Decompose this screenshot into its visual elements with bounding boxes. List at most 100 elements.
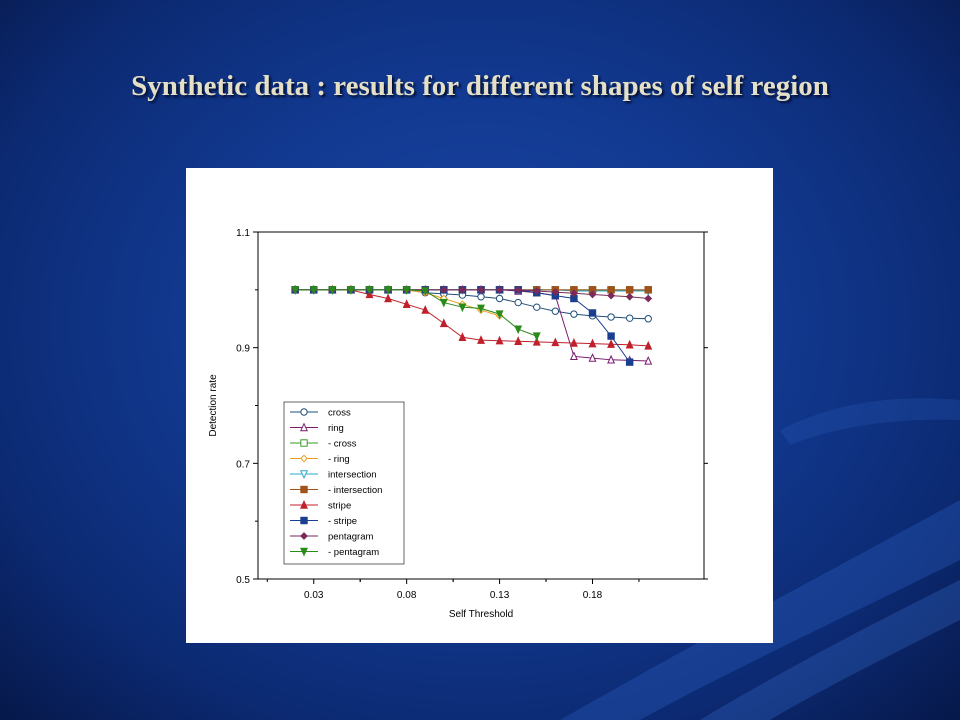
data-point (569, 351, 578, 361)
data-point (625, 292, 634, 301)
data-point (625, 286, 634, 294)
legend-marker (300, 439, 308, 447)
legend-entry: cross (290, 408, 351, 419)
data-point (607, 291, 615, 300)
x-tick-label: 0.18 (583, 590, 603, 601)
data-point (384, 286, 393, 295)
line-chart: 0.5 0.7 0.9 1.1 0.03 0.08 0.13 0.18 Self Thresho… (208, 228, 708, 620)
data-point (514, 336, 523, 346)
data-point (421, 305, 430, 314)
legend-entry: - cross (290, 439, 357, 450)
legend-marker (300, 408, 308, 416)
legend-label: stripe (328, 501, 351, 512)
data-point (458, 285, 467, 294)
data-point (439, 298, 448, 308)
series-pentagram (291, 286, 541, 342)
data-point (625, 339, 634, 349)
legend-entry: pentagram (290, 532, 374, 543)
data-point (607, 332, 615, 340)
chart-panel: 0.5 0.7 0.9 1.1 0.03 0.08 0.13 0.18 Self Thresho… (186, 168, 773, 643)
data-point (607, 313, 615, 321)
y-tick-label: 0.5 (236, 575, 250, 586)
legend-marker (300, 516, 308, 525)
data-point (532, 332, 541, 342)
data-point (402, 286, 411, 295)
data-point (384, 293, 393, 303)
data-point (588, 290, 597, 299)
data-point (588, 338, 597, 348)
series-intersection (291, 286, 653, 296)
y-tick-label: 0.7 (236, 459, 250, 470)
data-point (625, 358, 634, 366)
data-point (569, 338, 578, 347)
legend-entry: - ring (290, 454, 350, 465)
legend-marker (300, 547, 308, 557)
data-point (477, 335, 485, 344)
data-point (495, 294, 504, 303)
data-point (551, 288, 560, 297)
data-point (532, 287, 541, 295)
y-tick-label: 1.1 (236, 228, 250, 239)
legend-label: cross (328, 408, 351, 419)
series-pentagram (291, 285, 653, 303)
data-point (291, 286, 300, 295)
legend-entry: - intersection (290, 485, 382, 496)
data-point (551, 307, 560, 315)
data-point (625, 314, 634, 322)
legend-label: - cross (328, 439, 357, 450)
data-point (458, 332, 467, 341)
legend-entry: - stripe (290, 516, 357, 527)
x-tick-label: 0.13 (490, 590, 510, 601)
data-point (570, 289, 578, 298)
data-point (514, 285, 523, 294)
data-point (551, 337, 560, 347)
data-point (644, 355, 653, 365)
legend-entry: stripe (290, 499, 351, 512)
x-tick-label: 0.03 (304, 590, 324, 601)
data-point (588, 353, 597, 362)
legend-label: intersection (328, 470, 377, 481)
series-line (295, 289, 649, 362)
series-ring (291, 284, 653, 365)
legend-entry: ring (290, 422, 344, 434)
data-point (607, 339, 616, 348)
data-point (644, 286, 652, 294)
data-point (514, 325, 523, 335)
data-point (495, 310, 504, 320)
legend-marker (300, 422, 308, 432)
legend-marker (300, 470, 308, 480)
data-point (532, 336, 541, 346)
data-point (477, 304, 485, 314)
data-point (365, 286, 374, 295)
data-point (439, 318, 448, 328)
data-point (588, 309, 597, 317)
legend-entry: - pentagram (290, 547, 379, 558)
slide-title: Synthetic data : results for different s… (131, 70, 829, 102)
legend-marker (300, 454, 308, 463)
chart-axes: 0.5 0.7 0.9 1.1 0.03 0.08 0.13 0.18 Self Thresho… (208, 228, 708, 620)
legend: cross ring - cross - ring intersection - inte… (283, 401, 405, 565)
legend-entry: intersection (290, 470, 377, 481)
legend-label: - stripe (328, 516, 357, 527)
series-ring (291, 285, 504, 320)
data-point (477, 285, 485, 294)
data-point (402, 299, 411, 308)
data-point (328, 286, 337, 295)
data-point (495, 335, 504, 345)
data-point (421, 287, 430, 296)
legend-label: pentagram (328, 532, 374, 543)
legend-label: - pentagram (328, 547, 379, 558)
data-point (644, 315, 652, 323)
legend-label: - intersection (328, 485, 382, 496)
data-point (644, 294, 653, 303)
legend-label: - ring (328, 454, 350, 465)
data-point (570, 310, 578, 318)
series-line (295, 289, 537, 337)
legend-marker (300, 485, 308, 494)
data-point (458, 303, 467, 313)
legend-marker (300, 499, 308, 509)
series-line (295, 289, 500, 317)
y-axis-label: Detection rate (208, 374, 219, 437)
legend-label: ring (328, 423, 344, 434)
data-point (346, 286, 355, 295)
